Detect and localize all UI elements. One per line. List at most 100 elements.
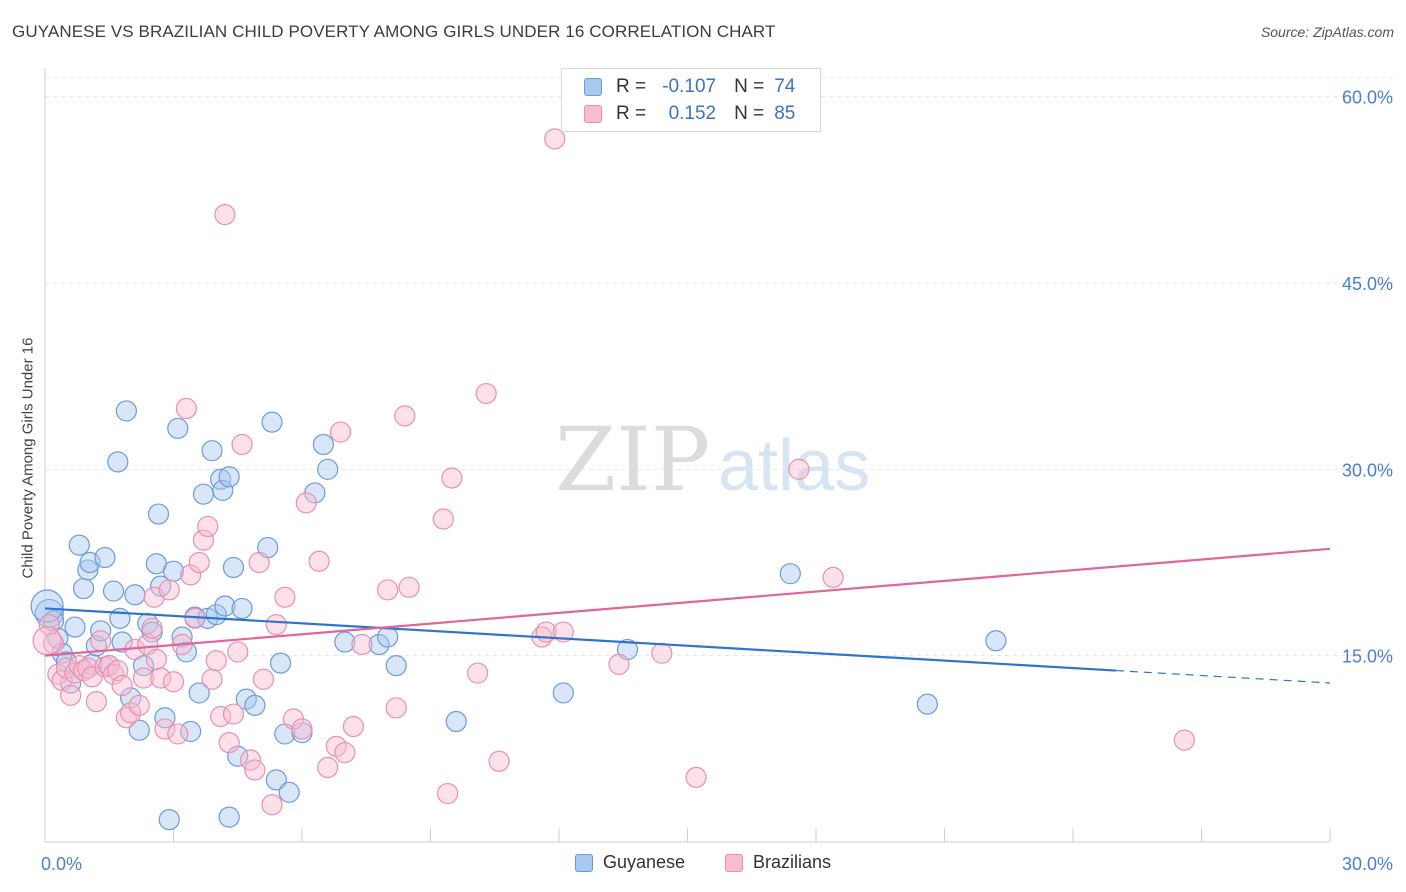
- data-point-brazilians: [295, 492, 317, 514]
- data-point-guyanese: [30, 589, 64, 623]
- data-point-brazilians: [552, 621, 574, 643]
- stats-swatch-guyanese: [584, 78, 602, 96]
- trend-line-brazilians: [44, 547, 1331, 657]
- data-point-brazilians: [210, 705, 232, 728]
- stats-row-guyanese: R = -0.107 N = 74: [584, 74, 795, 100]
- legend-item-brazilians[interactable]: Brazilians: [725, 852, 831, 873]
- data-point-guyanese: [317, 458, 339, 480]
- data-point-guyanese: [312, 433, 335, 456]
- data-point-brazilians: [201, 668, 223, 690]
- watermark-atlas: atlas: [718, 426, 870, 506]
- legend: Guyanese Brazilians: [0, 852, 1406, 873]
- data-point-guyanese: [147, 503, 170, 525]
- legend-swatch-brazilians: [725, 853, 744, 872]
- data-point-guyanese: [552, 682, 574, 704]
- data-point-brazilians: [162, 671, 185, 693]
- x-tick-label: 0.0%: [41, 854, 82, 874]
- trend-line-guyanese: [44, 607, 1116, 672]
- data-point-brazilians: [90, 630, 112, 652]
- data-point-guyanese: [72, 577, 95, 600]
- data-point-brazilians: [308, 550, 330, 572]
- stats-n-label: N =: [734, 76, 765, 97]
- data-point-brazilians: [60, 684, 82, 707]
- data-point-brazilians: [120, 702, 142, 724]
- data-point-brazilians: [608, 653, 630, 675]
- data-point-guyanese: [124, 584, 146, 606]
- data-point-brazilians: [334, 741, 356, 764]
- data-point-guyanese: [128, 719, 150, 741]
- legend-label-brazilians: Brazilians: [753, 852, 832, 872]
- stats-n-value: 85: [774, 103, 796, 124]
- y-tick-label: 15.0%: [1342, 647, 1393, 667]
- data-point-brazilians: [192, 529, 215, 551]
- x-tick-label: 30.0%: [1342, 854, 1393, 874]
- data-point-guyanese: [244, 694, 266, 716]
- stats-n-value: 74: [774, 76, 796, 97]
- stats-r-value: 0.152: [668, 103, 717, 124]
- data-point-brazilians: [685, 766, 707, 789]
- watermark-zip: ZIP: [555, 408, 710, 511]
- data-point-brazilians: [1173, 729, 1195, 751]
- data-point-brazilians: [227, 641, 249, 663]
- stats-box: R = -0.107 N = 74 R = 0.152 N = 85: [561, 68, 821, 132]
- data-point-brazilians: [145, 648, 167, 670]
- data-point-brazilians: [651, 642, 673, 664]
- data-point-brazilians: [231, 433, 253, 456]
- data-point-brazilians: [394, 405, 416, 427]
- chart-title: GUYANESE VS BRAZILIAN CHILD POVERTY AMON…: [12, 22, 776, 41]
- data-point-brazilians: [102, 663, 125, 685]
- data-point-guyanese: [227, 745, 249, 767]
- data-point-brazilians: [175, 397, 197, 420]
- data-point-brazilians: [248, 551, 270, 574]
- data-point-guyanese: [150, 575, 172, 597]
- data-point-guyanese: [269, 652, 292, 674]
- data-point-guyanese: [120, 687, 142, 709]
- data-point-brazilians: [291, 718, 313, 740]
- data-point-brazilians: [214, 204, 236, 226]
- data-point-brazilians: [205, 650, 227, 672]
- data-point-brazilians: [167, 723, 189, 745]
- data-point-guyanese: [218, 466, 240, 488]
- data-point-guyanese: [115, 400, 137, 422]
- data-point-brazilians: [128, 694, 150, 716]
- data-point-guyanese: [107, 451, 129, 473]
- data-point-guyanese: [68, 534, 90, 556]
- data-point-guyanese: [167, 417, 189, 439]
- data-point-brazilians: [132, 667, 155, 689]
- data-point-brazilians: [252, 668, 275, 690]
- data-point-guyanese: [779, 563, 801, 585]
- data-point-guyanese: [192, 483, 215, 505]
- stats-r-value: -0.107: [662, 76, 717, 97]
- data-point-guyanese: [188, 682, 210, 704]
- stats-row-brazilians: R = 0.152 N = 85: [584, 101, 795, 127]
- data-point-guyanese: [278, 781, 300, 803]
- data-point-guyanese: [212, 479, 234, 502]
- data-point-brazilians: [111, 674, 133, 697]
- legend-item-guyanese[interactable]: Guyanese: [574, 852, 685, 873]
- data-point-brazilians: [788, 458, 810, 480]
- data-point-guyanese: [214, 595, 236, 617]
- data-point-brazilians: [150, 667, 172, 689]
- data-point-guyanese: [158, 809, 180, 831]
- data-point-brazilians: [432, 508, 454, 530]
- data-point-brazilians: [265, 614, 287, 636]
- data-point-guyanese: [261, 411, 283, 433]
- data-point-guyanese: [218, 806, 240, 828]
- data-point-guyanese: [368, 633, 390, 656]
- data-point-brazilians: [441, 467, 463, 489]
- data-point-brazilians: [822, 566, 844, 588]
- data-point-brazilians: [222, 703, 245, 725]
- data-point-guyanese: [985, 630, 1007, 652]
- data-point-guyanese: [385, 654, 407, 677]
- data-point-guyanese: [265, 769, 287, 791]
- data-point-brazilians: [188, 551, 210, 574]
- stats-n-label: N =: [734, 103, 765, 124]
- data-point-brazilians: [261, 794, 283, 816]
- data-point-brazilians: [218, 732, 240, 754]
- data-point-guyanese: [111, 631, 133, 653]
- data-point-guyanese: [180, 720, 202, 743]
- data-point-brazilians: [317, 756, 339, 779]
- data-point-brazilians: [342, 715, 364, 738]
- data-point-brazilians: [32, 626, 62, 656]
- data-point-brazilians: [329, 421, 352, 443]
